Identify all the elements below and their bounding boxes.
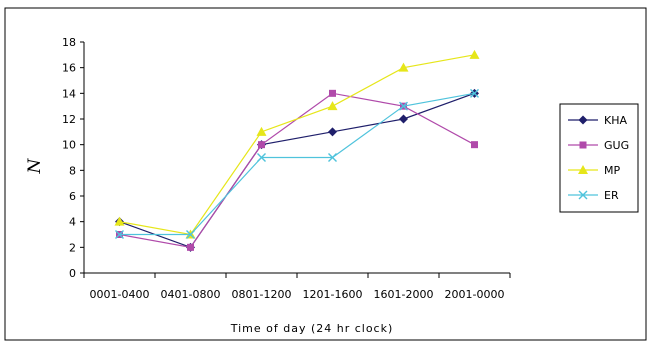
series-line-er: [119, 92, 475, 236]
x-tick-label: 0401-0800: [161, 288, 221, 301]
y-axis-title: N: [25, 157, 45, 174]
legend-entry-er: ER: [568, 189, 619, 202]
chart-frame: [4, 7, 647, 341]
data-point-er: [186, 230, 195, 239]
data-point-er: [328, 153, 337, 162]
data-point-gug: [471, 141, 478, 149]
legend-entry-mp: MP: [568, 164, 620, 177]
legend-label-kha: KHA: [604, 114, 627, 127]
legend-marker-mp: [578, 165, 588, 174]
data-point-er-stroke: [399, 101, 408, 111]
data-point-mp: [327, 101, 338, 111]
x-tick-label: 0801-1200: [232, 288, 292, 301]
legend-marker-er-stroke: [578, 190, 588, 200]
series-er: [115, 88, 479, 239]
data-point-er: [470, 88, 479, 98]
data-point-kha: [399, 114, 408, 124]
x-tick-label: 1201-1600: [303, 288, 363, 301]
legend-entry-kha: KHA: [568, 114, 627, 127]
data-point-er-stroke: [257, 153, 266, 162]
y-tick-label: 14: [62, 87, 76, 100]
axes: 0 2 4 6 8 10 12 14 16 18 0001-0400 0401-0800 0801-12…: [62, 36, 511, 301]
data-point-kha: [328, 127, 337, 137]
legend-marker-kha: [578, 115, 588, 125]
legend-label-er: ER: [604, 189, 619, 202]
data-point-er-stroke: [470, 88, 479, 98]
x-tick-label: 2001-0000: [445, 288, 505, 301]
data-point-mp: [256, 126, 267, 136]
data-point-er-stroke: [115, 230, 124, 239]
data-point-mp: [114, 216, 125, 226]
x-axis-title: Time of day (24 hr clock): [230, 322, 394, 335]
x-tick-label: 1601-2000: [374, 288, 434, 301]
y-tick-label: 18: [62, 36, 76, 49]
data-point-mp: [398, 62, 409, 72]
legend-marker-gug: [579, 141, 587, 149]
series-line-mp: [119, 54, 475, 236]
series-layer: [114, 49, 480, 252]
legend-label-gug: GUG: [604, 139, 629, 152]
data-point-er: [115, 230, 124, 239]
y-tick-label: 10: [62, 139, 76, 152]
y-tick-label: 6: [69, 190, 76, 203]
legend-box: [559, 103, 639, 213]
y-tick-label: 12: [62, 113, 76, 126]
y-tick-label: 8: [69, 164, 76, 177]
data-point-gug: [187, 243, 194, 251]
legend-label-mp: MP: [604, 164, 620, 177]
series-line-kha: [119, 92, 475, 249]
legend-entry-gug: GUG: [568, 139, 629, 152]
y-tick-label: 16: [62, 62, 76, 75]
legend: KHA GUG MP ER: [559, 103, 639, 213]
y-tick-label: 0: [69, 267, 76, 280]
x-tick-label: 0001-0400: [90, 288, 150, 301]
data-point-gug: [329, 89, 336, 97]
data-point-er-stroke: [328, 153, 337, 162]
data-point-er: [399, 101, 408, 111]
data-point-gug: [258, 141, 265, 149]
y-tick-label: 2: [69, 241, 76, 254]
data-point-er: [257, 153, 266, 162]
data-point-er-stroke: [186, 230, 195, 239]
legend-marker-er: [578, 190, 588, 200]
y-tick-label: 4: [69, 216, 76, 229]
data-point-mp: [469, 49, 480, 59]
